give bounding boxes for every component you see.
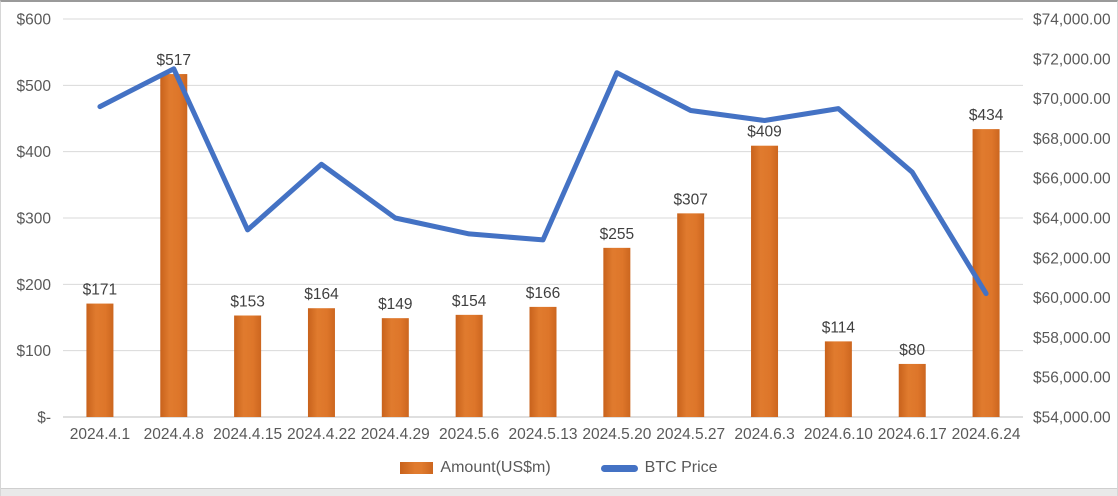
bar-value-label: $409 [747, 124, 781, 141]
amount-bar [381, 318, 409, 417]
y-axis-right-tick-label: $56,000.00 [1033, 370, 1111, 387]
amount-bar [160, 74, 188, 417]
y-axis-right: $74,000.00 $72,000.00 $70,000.00 $68,000.00… [1033, 12, 1111, 427]
amount-bar [898, 363, 926, 417]
amount-series-label: Amount(US$m) [440, 459, 551, 476]
y-axis-left: $600 $500 $400 $300 $200 $100 $- [17, 12, 52, 427]
bottom-border-strip [1, 488, 1117, 496]
y-axis-right-tick-label: $54,000.00 [1033, 410, 1111, 427]
bar-value-label: $114 [822, 319, 856, 336]
x-axis-label: 2024.6.3 [734, 426, 794, 443]
x-axis-label: 2024.4.1 [70, 426, 130, 443]
amount-series-swatch [400, 462, 434, 474]
amount-bar [824, 341, 852, 417]
y-axis-right-tick-label: $62,000.00 [1033, 250, 1111, 267]
amount-bar [307, 308, 335, 417]
y-axis-right-tick-label: $70,000.00 [1033, 91, 1111, 108]
amount-bar [86, 303, 114, 417]
y-axis-left-tick-label: $500 [17, 78, 52, 95]
btc-price-line-group [97, 66, 989, 297]
amount-bar [972, 129, 1000, 417]
bar-value-label: $154 [452, 293, 487, 310]
bar-value-label: $149 [378, 296, 412, 313]
x-axis-label: 2024.4.8 [144, 426, 204, 443]
y-axis-left-tick-label: $- [37, 410, 51, 427]
x-axis-label: 2024.6.10 [804, 426, 873, 443]
amount-bar [751, 145, 779, 418]
amount-bar [529, 306, 557, 417]
btc-price-series-swatch [600, 464, 638, 472]
bar-value-label: $434 [969, 107, 1004, 124]
bar-value-label: $166 [526, 285, 560, 302]
y-axis-right-tick-label: $58,000.00 [1033, 330, 1111, 347]
y-axis-left-tick-label: $600 [17, 12, 52, 29]
x-axis-label: 2024.5.13 [509, 426, 578, 443]
bar-value-label: $153 [230, 294, 264, 311]
x-axis-label: 2024.6.24 [952, 426, 1021, 443]
bar-value-label: $307 [673, 191, 707, 208]
y-axis-right-tick-label: $60,000.00 [1033, 290, 1111, 307]
btc-price-line [97, 66, 989, 297]
y-axis-left-tick-label: $300 [17, 211, 52, 228]
amount-bar [677, 213, 705, 417]
x-axis-label: 2024.5.20 [582, 426, 651, 443]
amount-bar [234, 315, 262, 417]
y-axis-left-tick-label: $400 [17, 144, 52, 161]
amount-bar [455, 314, 483, 417]
y-axis-left-tick-label: $100 [17, 343, 52, 360]
y-axis-right-tick-label: $68,000.00 [1033, 131, 1111, 148]
bar-value-label: $171 [83, 282, 117, 299]
x-axis: 2024.4.1 2024.4.8 2024.4.15 2024.4.22 2024.4… [70, 426, 1021, 443]
y-axis-right-tick-label: $64,000.00 [1033, 211, 1111, 228]
x-axis-label: 2024.4.22 [287, 426, 356, 443]
amount-bar [603, 247, 631, 417]
y-axis-right-tick-label: $74,000.00 [1033, 12, 1111, 29]
bar-value-label: $255 [600, 226, 634, 243]
bar-value-label: $164 [304, 286, 339, 303]
y-axis-right-tick-label: $72,000.00 [1033, 51, 1111, 68]
x-axis-label: 2024.5.27 [656, 426, 725, 443]
bar-value-labels: $171 $517 $153 $164 $149 $154 $166 $255 $307 $409… [83, 52, 1004, 359]
x-axis-label: 2024.6.17 [878, 426, 947, 443]
y-axis-left-tick-label: $200 [17, 277, 52, 294]
legend-item-amount: Amount(US$m) [400, 459, 551, 477]
x-axis-label: 2024.5.6 [439, 426, 499, 443]
x-axis-label: 2024.4.29 [361, 426, 430, 443]
legend-item-btc-price: BTC Price [600, 459, 718, 477]
legend: Amount(US$m) BTC Price [1, 459, 1117, 477]
amount-bars [86, 74, 1000, 418]
y-axis-right-tick-label: $66,000.00 [1033, 171, 1111, 188]
bar-value-label: $517 [157, 52, 191, 69]
bar-value-label: $80 [899, 342, 925, 359]
x-axis-label: 2024.4.15 [213, 426, 282, 443]
btc-price-series-label: BTC Price [644, 459, 718, 476]
